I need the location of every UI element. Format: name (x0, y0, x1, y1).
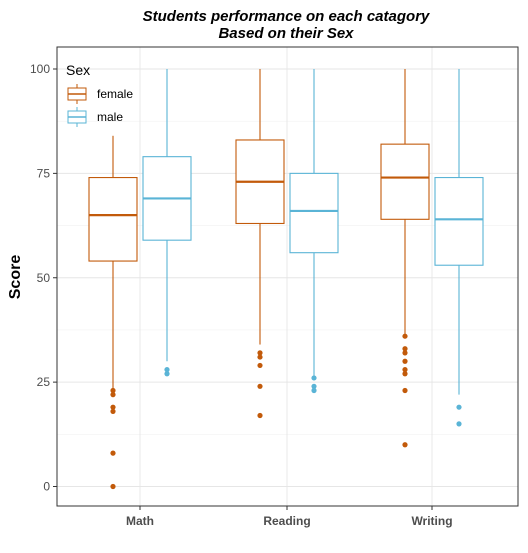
x-tick-label: Math (126, 514, 154, 528)
outlier-point (257, 354, 263, 360)
box-iqr (289, 172, 339, 254)
panel-border (56, 46, 519, 507)
box-iqr (380, 143, 430, 220)
y-tick-label: 75 (37, 166, 51, 180)
outlier-point (164, 367, 170, 373)
outlier-point (257, 362, 263, 369)
x-tick-label: Writing (411, 514, 452, 528)
box-male-writing (434, 69, 484, 427)
outlier-point (402, 350, 408, 356)
outlier-point (257, 350, 263, 356)
box-female-writing (380, 69, 430, 448)
outlier-point (402, 371, 408, 377)
box-female-reading (235, 69, 285, 419)
outlier-point (402, 442, 408, 448)
outlier-point (456, 404, 462, 410)
y-tick-label: 0 (43, 480, 50, 494)
chart-subtitle: Based on their Sex (218, 25, 354, 42)
outlier-point (110, 392, 116, 398)
y-tick-label: 25 (37, 375, 51, 389)
x-tick-label: Reading (263, 514, 310, 528)
grid-lines (57, 47, 518, 506)
outlier-point (110, 483, 116, 490)
outlier-point (110, 450, 116, 456)
outlier-point (257, 383, 263, 389)
outlier-point (311, 383, 317, 389)
box-iqr (88, 177, 138, 262)
outlier-point (402, 367, 408, 373)
axis-ticks: 0 25 50 75 100 Math Reading Writing (30, 62, 453, 528)
outlier-point (110, 408, 116, 414)
box-iqr (434, 177, 484, 266)
outlier-point (110, 404, 116, 410)
outlier-point (402, 346, 408, 352)
legend-label: male (97, 110, 123, 124)
outlier-point (402, 333, 408, 339)
box-female-math (88, 135, 138, 490)
y-tick-label: 50 (37, 271, 51, 285)
box-male-math (142, 69, 192, 377)
outlier-point (110, 387, 116, 394)
legend-title: Sex (66, 62, 90, 78)
outlier-point (402, 387, 408, 394)
legend-item-female: female (67, 84, 133, 104)
outlier-point (311, 387, 317, 394)
outlier-point (311, 375, 317, 381)
legend: Sex female male (66, 62, 133, 127)
chart-title: Students performance on each catagory (143, 8, 430, 25)
outlier-point (456, 421, 462, 427)
y-axis-label: Score (7, 255, 24, 300)
legend-item-male: male (67, 107, 123, 127)
outlier-point (257, 412, 263, 419)
outlier-point (402, 358, 408, 364)
legend-label: female (97, 87, 133, 101)
boxes-layer (88, 69, 484, 490)
y-tick-label: 100 (30, 62, 50, 76)
outlier-point (164, 371, 170, 377)
box-male-reading (289, 69, 339, 394)
